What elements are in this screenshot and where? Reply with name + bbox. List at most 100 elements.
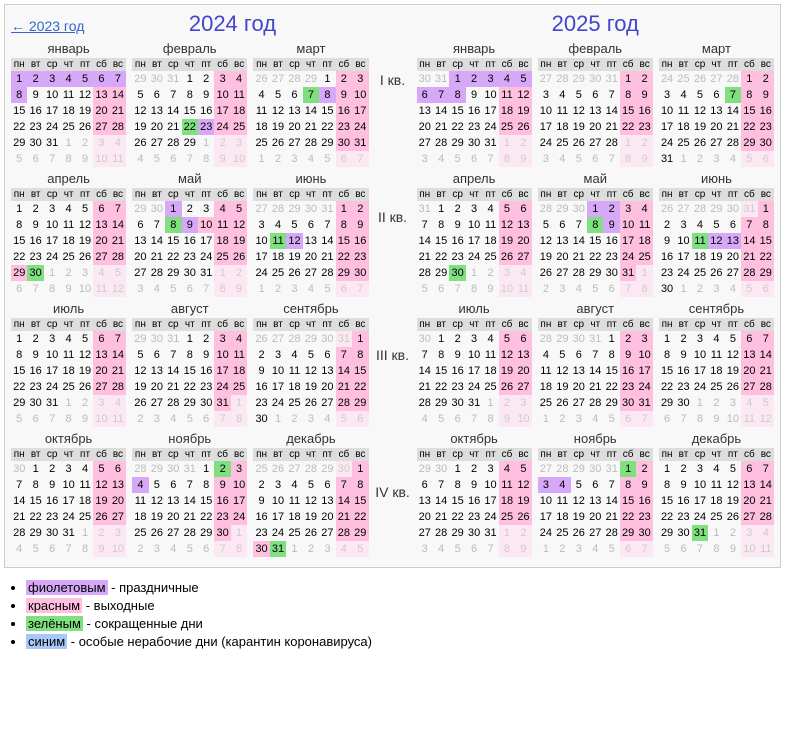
- day-cell: 29: [165, 265, 181, 281]
- legend-blue-label: синим: [26, 634, 67, 649]
- month-name: февраль: [538, 41, 653, 56]
- weekday-header: чт: [587, 448, 603, 461]
- day-cell: 25: [132, 525, 148, 541]
- weekday-header: вт: [270, 448, 286, 461]
- day-cell: 7: [603, 477, 619, 493]
- day-cell: 18: [231, 363, 247, 379]
- day-cell: 10: [231, 477, 247, 493]
- day-cell: 3: [214, 71, 230, 87]
- day-cell: 3: [538, 151, 554, 167]
- day-cell: 29: [571, 71, 587, 87]
- weekday-header: пн: [11, 188, 27, 201]
- back-link[interactable]: ← 2023 год: [11, 18, 84, 34]
- day-cell: 22: [319, 119, 335, 135]
- day-cell: 21: [741, 249, 757, 265]
- day-cell: 5: [149, 477, 165, 493]
- day-cell: 1: [198, 461, 214, 477]
- day-cell: 6: [198, 411, 214, 427]
- weekday-header: вт: [433, 188, 449, 201]
- day-cell: 29: [449, 135, 465, 151]
- day-cell: 10: [270, 363, 286, 379]
- day-cell: 12: [499, 217, 515, 233]
- day-cell: 4: [587, 411, 603, 427]
- day-cell: 9: [725, 541, 741, 557]
- day-cell: 27: [741, 379, 757, 395]
- weekday-header: сб: [741, 448, 757, 461]
- day-cell: 17: [466, 233, 482, 249]
- day-cell: 6: [515, 201, 531, 217]
- day-cell: 28: [571, 265, 587, 281]
- day-cell: 27: [554, 265, 570, 281]
- day-cell: 28: [725, 71, 741, 87]
- day-cell: 26: [77, 119, 93, 135]
- month-cell: январьпнвтсрчтптсбвс30311234567891011121…: [417, 41, 532, 167]
- day-cell: 25: [636, 249, 652, 265]
- day-cell: 26: [725, 379, 741, 395]
- weekday-header: пт: [198, 318, 214, 331]
- day-cell: 28: [758, 379, 774, 395]
- day-cell: 1: [352, 331, 368, 347]
- weekday-header: чт: [303, 318, 319, 331]
- day-cell: 6: [319, 347, 335, 363]
- day-cell: 12: [77, 87, 93, 103]
- month-cell: октябрьпнвтсрчтптсбвс3012345678910111213…: [11, 431, 126, 557]
- day-cell: 22: [659, 509, 675, 525]
- day-cell: 2: [27, 71, 43, 87]
- month-cell: октябрьпнвтсрчтптсбвс2930123456789101112…: [417, 431, 532, 557]
- day-cell: 10: [110, 541, 126, 557]
- day-cell: 8: [659, 477, 675, 493]
- day-cell: 6: [319, 477, 335, 493]
- day-cell: 12: [708, 233, 724, 249]
- day-cell: 7: [319, 217, 335, 233]
- day-cell: 9: [77, 151, 93, 167]
- day-cell: 17: [198, 233, 214, 249]
- day-cell: 6: [149, 87, 165, 103]
- day-cell: 11: [538, 363, 554, 379]
- day-cell: 7: [603, 151, 619, 167]
- day-cell: 19: [708, 249, 724, 265]
- day-cell: 16: [449, 363, 465, 379]
- weekday-header: сб: [214, 58, 230, 71]
- day-cell: 15: [352, 363, 368, 379]
- day-cell: 1: [482, 395, 498, 411]
- day-cell: 25: [675, 71, 691, 87]
- day-cell: 3: [659, 87, 675, 103]
- day-cell: 29: [286, 201, 302, 217]
- weekday-header: сб: [93, 58, 109, 71]
- day-cell: 23: [466, 509, 482, 525]
- day-cell: 5: [554, 347, 570, 363]
- day-cell: 10: [515, 411, 531, 427]
- day-cell: 25: [482, 379, 498, 395]
- day-cell: 2: [198, 331, 214, 347]
- month-name: апрель: [11, 171, 126, 186]
- day-cell: 14: [417, 363, 433, 379]
- weekday-header: пт: [77, 448, 93, 461]
- day-cell: 30: [253, 541, 269, 557]
- day-cell: 31: [620, 265, 636, 281]
- weekday-header: вс: [110, 188, 126, 201]
- weekday-header: чт: [587, 318, 603, 331]
- day-cell: 21: [110, 233, 126, 249]
- day-cell: 25: [77, 509, 93, 525]
- day-cell: 25: [231, 119, 247, 135]
- weekday-header: ср: [692, 448, 708, 461]
- day-cell: 16: [620, 363, 636, 379]
- day-cell: 10: [675, 233, 691, 249]
- day-cell: 11: [708, 347, 724, 363]
- day-cell: 7: [636, 411, 652, 427]
- day-cell: 6: [198, 541, 214, 557]
- day-cell: 30: [636, 525, 652, 541]
- weekday-header: вт: [149, 188, 165, 201]
- day-cell: 22: [182, 119, 198, 135]
- day-cell: 21: [336, 379, 352, 395]
- day-cell: 6: [675, 541, 691, 557]
- weekday-header: вт: [149, 318, 165, 331]
- day-cell: 30: [27, 265, 43, 281]
- day-cell: 27: [319, 395, 335, 411]
- day-cell: 31: [165, 331, 181, 347]
- day-cell: 10: [198, 217, 214, 233]
- weekday-header: чт: [60, 318, 76, 331]
- day-cell: 11: [499, 87, 515, 103]
- day-cell: 7: [758, 461, 774, 477]
- day-cell: 2: [449, 201, 465, 217]
